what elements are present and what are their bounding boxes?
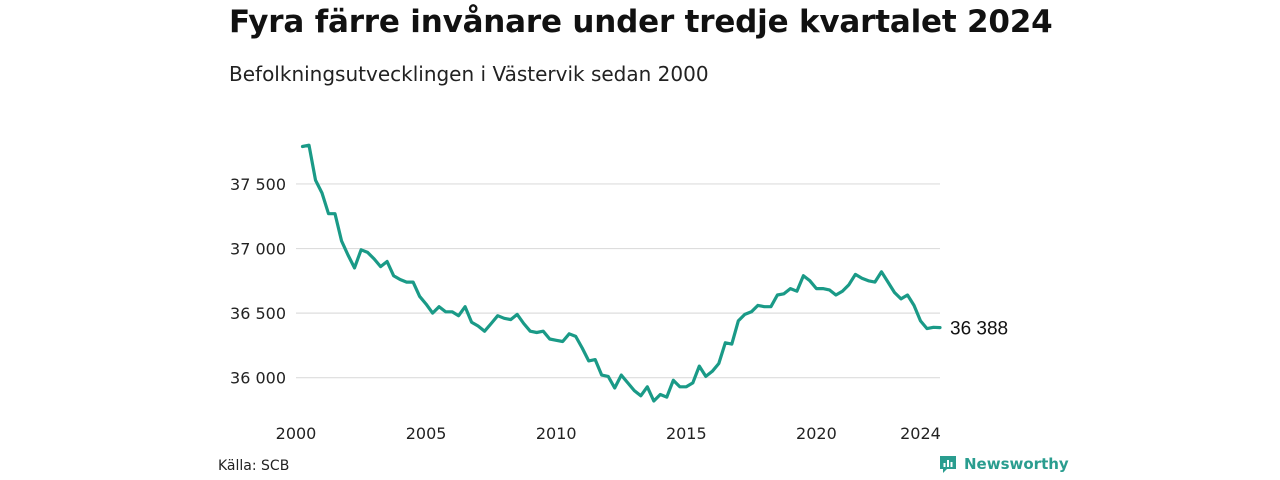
series-population — [300, 143, 942, 403]
x-axis-tick-labels: 2000 2005 2010 2015 2020 2024 — [276, 424, 941, 443]
x-tick-label: 2020 — [796, 424, 837, 443]
x-tick-label: 2000 — [276, 424, 317, 443]
x-tick-label: 2010 — [536, 424, 577, 443]
y-tick-label: 37 500 — [230, 175, 286, 194]
grid-lines — [296, 183, 940, 379]
y-tick-label: 37 000 — [230, 240, 286, 259]
chart-title: Fyra färre invånare under tredje kvartal… — [229, 4, 1053, 40]
y-tick-label: 36 000 — [230, 369, 286, 388]
x-tick-label: 2005 — [406, 424, 447, 443]
y-axis-tick-labels: 36 000 36 500 37 000 37 500 — [230, 175, 286, 388]
newsworthy-logo[interactable]: Newsworthy — [938, 454, 1069, 474]
last-value-label: 36 388 — [950, 319, 1008, 340]
x-tick-label: 2024 — [900, 424, 941, 443]
brand-name: Newsworthy — [964, 455, 1069, 473]
series-line — [300, 143, 942, 403]
end-value-labels: 36 388 — [950, 319, 1008, 340]
source-note: Källa: SCB — [218, 458, 290, 474]
y-tick-label: 36 500 — [230, 304, 286, 323]
x-tick-label: 2015 — [666, 424, 707, 443]
chart-subtitle: Befolkningsutvecklingen i Västervik seda… — [229, 62, 709, 86]
newsworthy-icon — [940, 456, 956, 473]
